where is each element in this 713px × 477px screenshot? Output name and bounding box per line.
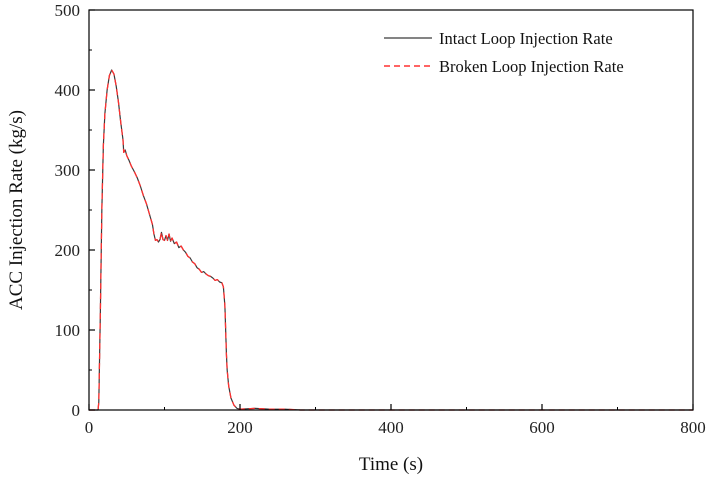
x-tick-label: 600 [529,418,555,437]
series-lines [89,69,693,411]
series-line-intact [89,69,693,411]
x-tick-label: 800 [680,418,706,437]
y-axis-title: ACC Injection Rate (kg/s) [6,110,27,310]
y-tick-label: 0 [72,401,81,420]
x-tick-label: 400 [378,418,404,437]
y-tick-label: 300 [55,161,81,180]
y-tick-label: 100 [55,321,81,340]
y-tick-label: 200 [55,241,81,260]
x-tick-label: 200 [227,418,253,437]
x-tick-label: 0 [85,418,94,437]
legend: Intact Loop Injection Rate Broken Loop I… [384,29,624,76]
x-axis-title: Time (s) [359,454,423,475]
series-line-broken [89,69,693,411]
y-tick-label: 500 [55,1,81,20]
legend-label-broken: Broken Loop Injection Rate [439,57,624,76]
y-tick-label: 400 [55,81,81,100]
tick-labels: 0 200 400 600 800 0 100 200 300 400 500 [55,1,706,437]
axis-ticks [88,9,694,411]
legend-label-intact: Intact Loop Injection Rate [439,29,613,48]
